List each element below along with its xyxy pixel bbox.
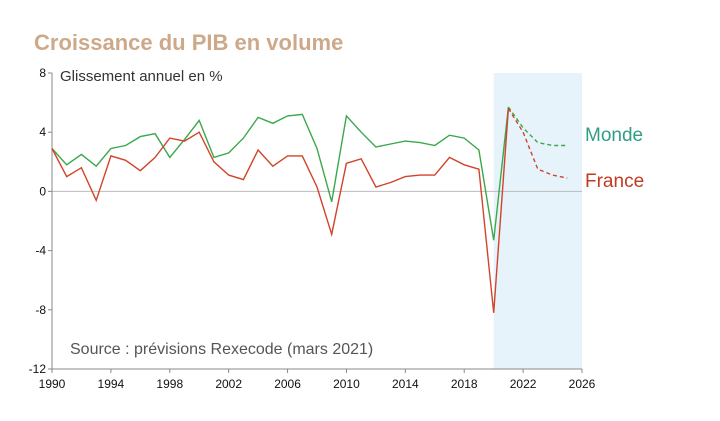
- x-tick-label: 2018: [451, 377, 478, 391]
- source-note: Source : prévisions Rexecode (mars 2021): [70, 341, 373, 358]
- x-tick-label: 1998: [156, 377, 183, 391]
- y-tick-label: -4: [35, 244, 46, 258]
- x-tick-label: 2002: [215, 377, 242, 391]
- chart-title: Croissance du PIB en volume: [34, 30, 343, 55]
- x-tick-label: 2006: [274, 377, 301, 391]
- y-tick-label: 0: [39, 184, 46, 198]
- x-tick-label: 2026: [569, 377, 596, 391]
- x-tick-label: 1990: [39, 377, 66, 391]
- series-layer: [51, 106, 568, 313]
- y-axis-ticks: 8 4 0 -4 -8 -12: [29, 66, 52, 376]
- x-tick-label: 2014: [392, 377, 419, 391]
- legend-monde-label: Monde: [585, 125, 643, 146]
- x-tick-label: 2010: [333, 377, 360, 391]
- x-tick-label: 2022: [510, 377, 537, 391]
- forecast-shaded-region: [493, 73, 582, 369]
- y-tick-label: 4: [39, 125, 46, 139]
- x-tick-label: 1994: [98, 377, 125, 391]
- series-monde-forecast-line: [507, 106, 568, 147]
- series-monde-line: [51, 106, 510, 241]
- legend-france-label: France: [585, 171, 644, 192]
- chart-subtitle: Glissement annuel en %: [60, 68, 223, 85]
- series-france-line: [51, 108, 510, 313]
- y-tick-label: 8: [39, 66, 46, 80]
- y-tick-label: -12: [29, 362, 47, 376]
- x-axis-ticks: 1990 1994 1998 2002 2006 2010 2014 2018 2022 2026: [39, 369, 596, 391]
- y-tick-label: -8: [35, 303, 46, 317]
